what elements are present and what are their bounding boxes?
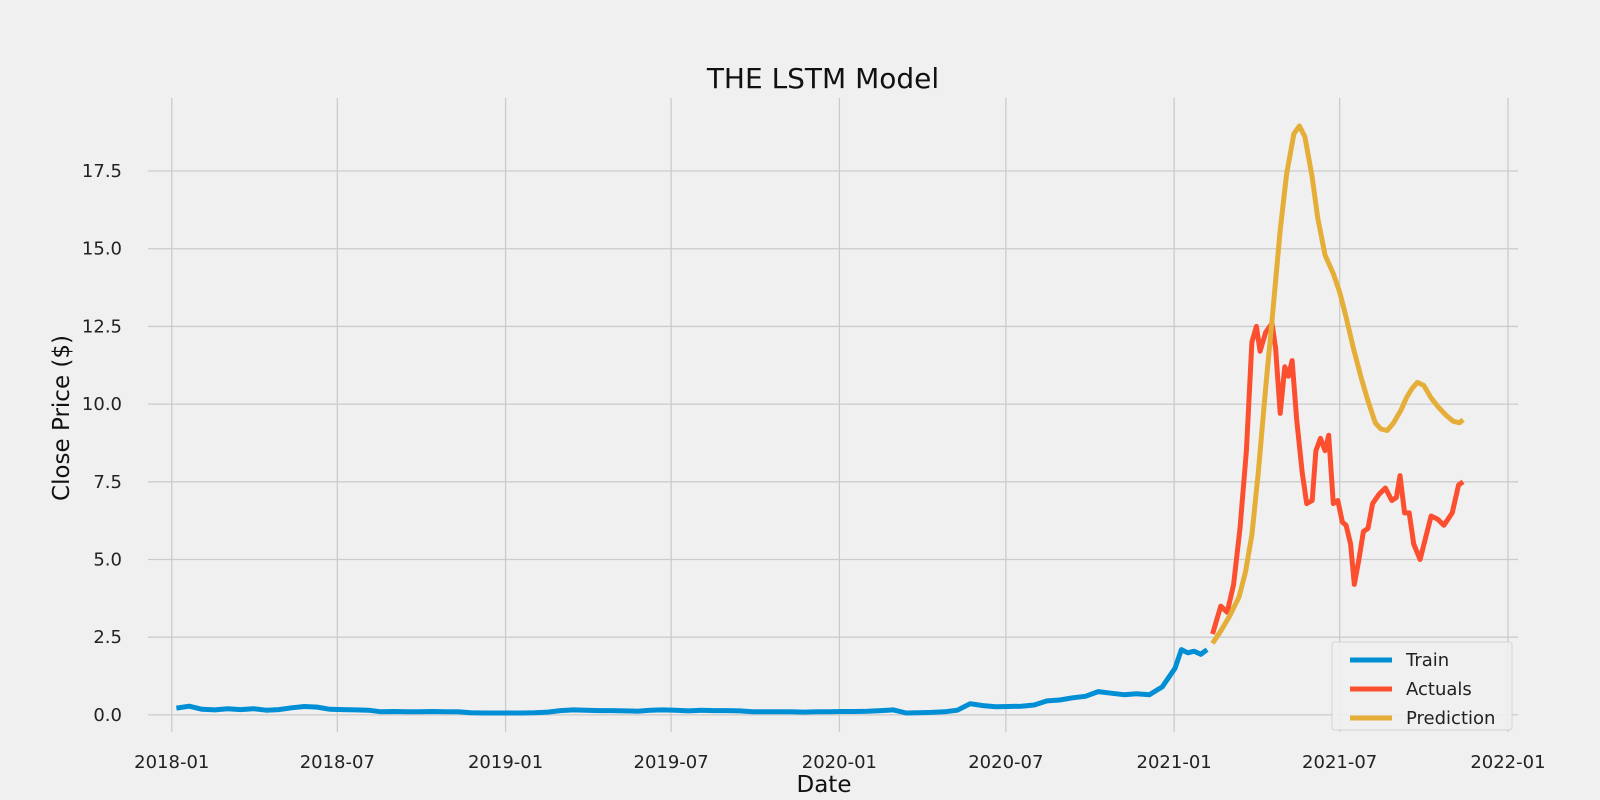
legend-label-prediction: Prediction (1406, 708, 1495, 729)
x-axis-label: Date (797, 772, 852, 798)
y-tick-label: 0.0 (93, 705, 122, 726)
x-tick-labels: 2018-01 2018-07 2019-01 2019-07 2020-01 2020-… (134, 752, 1545, 773)
x-tick-label: 2018-07 (300, 752, 375, 773)
series-line-prediction (1210, 123, 1465, 645)
x-tick-label: 2019-01 (468, 752, 543, 773)
chart-title: THE LSTM Model (706, 62, 939, 95)
series-line-train (176, 647, 1209, 716)
x-tick-label: 2022-01 (1470, 752, 1545, 773)
legend-label-train: Train (1405, 650, 1449, 671)
legend-frame (1331, 641, 1513, 731)
legend: Train Actuals Prediction (1331, 641, 1513, 731)
legend-label-actuals: Actuals (1406, 679, 1472, 700)
y-axis-label: Close Price ($) (49, 335, 75, 501)
y-tick-label: 2.5 (93, 627, 122, 648)
x-tick-label: 2020-01 (802, 752, 877, 773)
y-tick-label: 15.0 (82, 239, 122, 260)
x-tick-label: 2021-01 (1137, 752, 1212, 773)
series-line-actuals (1210, 320, 1465, 635)
y-gridlines (148, 170, 1518, 716)
x-tick-label: 2018-01 (134, 752, 209, 773)
series-layer (176, 123, 1465, 716)
x-tick-label: 2019-07 (634, 752, 709, 773)
y-tick-label: 5.0 (93, 550, 122, 571)
y-tick-label: 17.5 (82, 161, 122, 182)
y-tick-label: 12.5 (82, 316, 122, 337)
y-tick-label: 10.0 (82, 394, 122, 415)
x-tick-label: 2021-07 (1302, 752, 1377, 773)
x-gridlines (171, 98, 1509, 732)
y-tick-label: 7.5 (93, 472, 122, 493)
y-tick-labels: 0.0 2.5 5.0 7.5 10.0 12.5 15.0 17.5 (82, 161, 122, 726)
x-tick-label: 2020-07 (968, 752, 1043, 773)
